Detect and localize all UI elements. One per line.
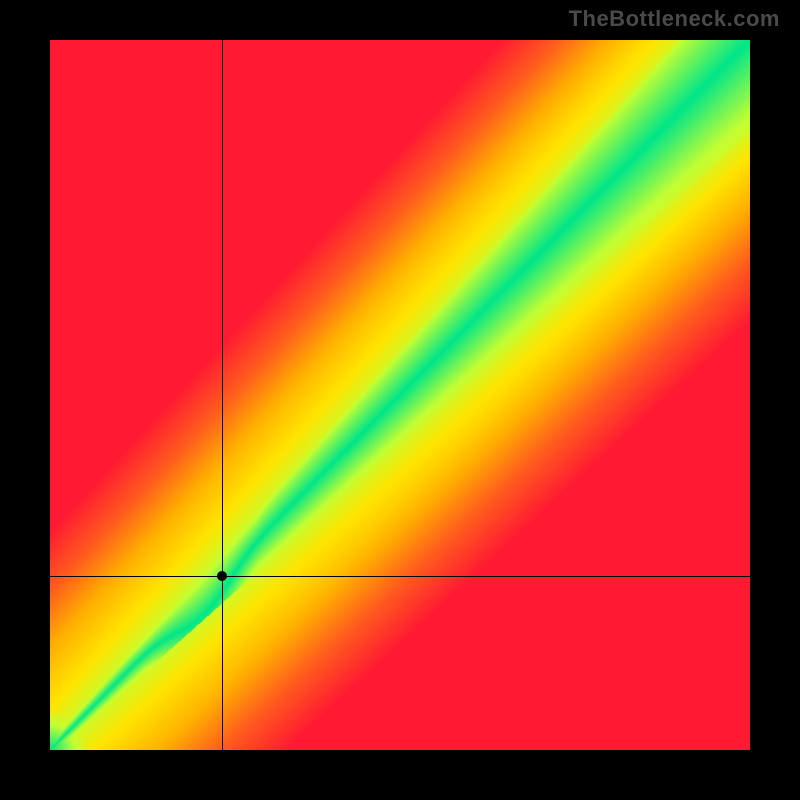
selected-point <box>217 571 227 581</box>
watermark-text: TheBottleneck.com <box>569 6 780 32</box>
crosshair-horizontal <box>50 576 750 577</box>
chart-frame: TheBottleneck.com <box>0 0 800 800</box>
crosshair-vertical <box>222 40 223 750</box>
heatmap-canvas <box>50 40 750 750</box>
plot-area <box>50 40 750 750</box>
